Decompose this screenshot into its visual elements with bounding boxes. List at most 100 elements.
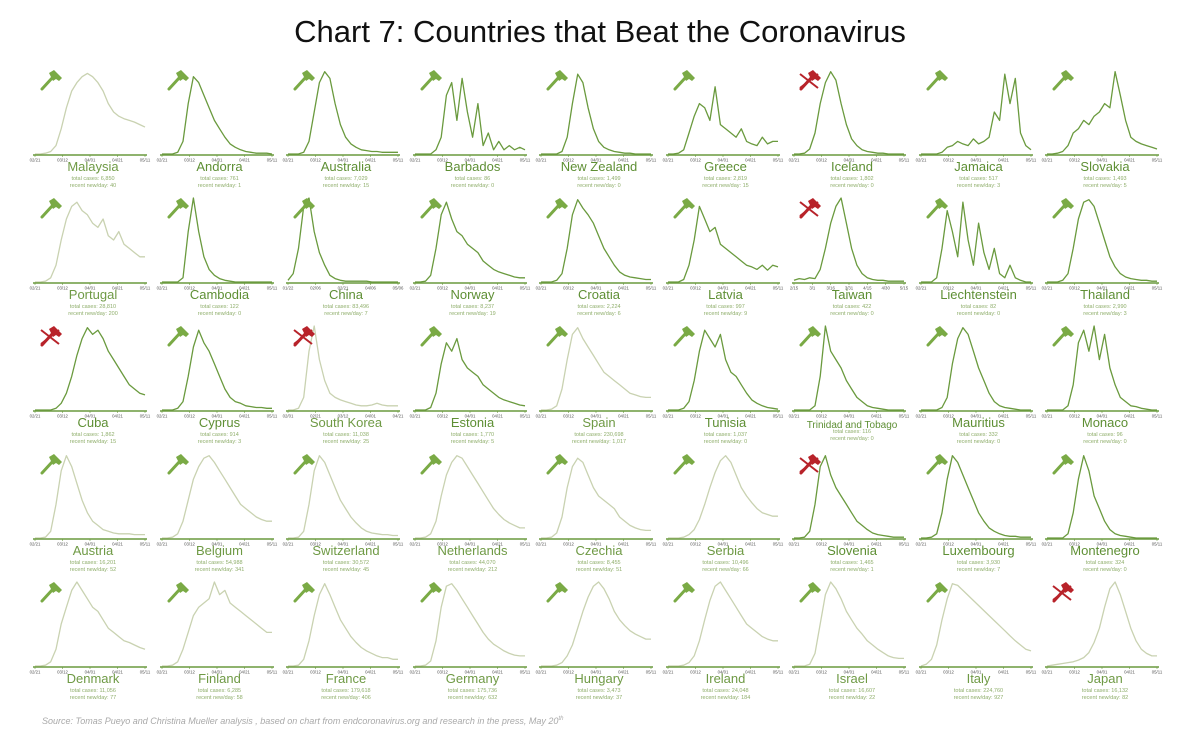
country-panel: 02/21 03/12 04/01 04/21 05/11 Slovenia total c… xyxy=(789,446,915,574)
total-cases-value: 16,132 xyxy=(1109,688,1129,694)
series-line xyxy=(920,455,1031,539)
x-tick-label: 05/11 xyxy=(393,158,404,163)
x-tick-label: 04/01 xyxy=(211,542,222,547)
hammer-icon xyxy=(420,70,442,91)
x-tick-label: 05/11 xyxy=(1152,414,1163,419)
x-tick-label: 02/21 xyxy=(662,286,673,291)
recent-new-per-day-label: recent new/day: xyxy=(575,694,615,701)
hammer-icon xyxy=(293,582,315,603)
total-cases-value: 11,056 xyxy=(97,688,116,694)
recent-new-per-day-stat: recent new/day: 406 xyxy=(283,695,409,702)
x-tick-label: 04/01 xyxy=(970,158,981,163)
x-tick-label: 03/12 xyxy=(943,670,954,675)
recent-new-per-day-value: 15 xyxy=(108,438,117,445)
hammer-icon xyxy=(546,582,568,603)
x-tick-label: 04/01 xyxy=(717,670,728,675)
x-tick-label: 05/11 xyxy=(1152,670,1163,675)
x-tick-label: 04/01 xyxy=(85,286,96,291)
country-name: Cyprus xyxy=(198,415,241,430)
recent-new-per-day-value: 3 xyxy=(1122,310,1127,317)
recent-new-per-day-label: recent new/day: xyxy=(450,182,490,189)
x-tick-label: 04/21 xyxy=(239,414,250,419)
hammer-icon xyxy=(420,582,442,603)
x-tick-label: 03/12 xyxy=(437,158,448,163)
country-panel: 02/21 03/12 04/01 04/21 05/11 Italy total case… xyxy=(915,574,1042,702)
hammer-icon xyxy=(420,326,442,347)
series-line xyxy=(414,583,525,667)
x-tick-label: 02/21 xyxy=(1042,414,1053,419)
country-panel: 02/21 03/12 04/01 04/21 05/11 Malaysia total c… xyxy=(30,62,156,190)
country-panel: 02/21 03/12 04/01 04/21 05/11 Hungary total ca… xyxy=(536,574,662,702)
recent-new-per-day-label: recent new/day: xyxy=(447,566,487,573)
recent-new-per-day-stat: recent new/day: 1 xyxy=(157,183,283,190)
country-panel: 02/21 03/12 04/01 04/21 05/11 Monaco total cas… xyxy=(1042,318,1168,446)
series-line xyxy=(35,581,146,667)
series-line xyxy=(288,71,398,155)
source-text: Source: Tomas Pueyo and Christina Muelle… xyxy=(42,716,559,726)
series-line xyxy=(920,73,1031,155)
country-name: Czechia xyxy=(575,543,623,558)
hammer-icon xyxy=(1052,198,1074,219)
country-name: Spain xyxy=(582,415,616,430)
total-cases-stat: total cases: 230,698 xyxy=(536,432,662,439)
recent-new-per-day-value: 341 xyxy=(233,566,245,573)
recent-new-per-day-label: recent new/day: xyxy=(450,438,490,445)
recent-new-per-day-stat: recent new/day: 82 xyxy=(1042,695,1168,702)
panel-plot: 02/21 03/12 04/01 04/21 05/11 xyxy=(156,581,277,675)
hammer-icon xyxy=(799,582,821,603)
series-line xyxy=(1046,581,1157,667)
series-line xyxy=(794,71,904,155)
series-line xyxy=(541,457,651,539)
x-tick-label: 05/11 xyxy=(1025,670,1036,675)
x-tick-label: 03/12 xyxy=(437,286,448,291)
x-tick-label: 04/21 xyxy=(745,286,756,291)
total-cases-label: total cases: xyxy=(832,304,861,310)
country-name: Croatia xyxy=(578,287,620,302)
recent-new-per-day-value: 51 xyxy=(614,566,623,573)
country-name: Mauritius xyxy=(952,415,1005,430)
x-tick-label: 04/01 xyxy=(464,286,475,291)
country-panel: 02/21 03/12 04/01 04/21 05/11 Luxembourg total… xyxy=(915,446,1042,574)
recent-new-per-day-value: 3 xyxy=(995,182,1001,189)
series-line xyxy=(541,73,651,155)
panel-plot: 02/21 03/12 04/01 04/21 05/11 xyxy=(156,326,277,419)
country-name: France xyxy=(325,671,367,686)
x-tick-label: 04/01 xyxy=(970,542,981,547)
country-panel: 02/21 03/12 04/01 04/21 05/11 Thailand total c… xyxy=(1042,190,1168,318)
x-tick-label: 05/11 xyxy=(1025,414,1036,419)
hammer-icon xyxy=(293,454,315,475)
recent-new-per-day-label: recent new/day: xyxy=(956,182,996,189)
country-panel: 02/21 03/12 04/01 04/21 05/11 Montenegro total… xyxy=(1042,446,1168,574)
panel-plot: 02/21 03/12 04/01 04/21 05/11 xyxy=(915,198,1036,291)
total-cases-stat: total cases: 517 xyxy=(916,176,1042,183)
recent-new-per-day-stat: recent new/day: 1 xyxy=(789,567,915,574)
recent-new-per-day-value: 0 xyxy=(869,435,874,442)
total-cases-label: total cases: xyxy=(1083,304,1112,310)
x-tick-label: 05/11 xyxy=(772,670,783,675)
recent-new-per-day-stat: recent new/day: 9 xyxy=(663,311,789,318)
recent-new-per-day-stat: recent new/day: 0 xyxy=(410,183,536,190)
x-tick-label: 02/21 xyxy=(156,158,167,163)
x-tick-label: 02/21 xyxy=(30,158,41,163)
x-tick-label: 04/01 xyxy=(591,286,602,291)
x-tick-label: 04/21 xyxy=(239,670,250,675)
total-cases-stat: total cases: 332 xyxy=(916,432,1042,439)
panel-plot: 02/21 03/12 04/01 04/21 05/11 xyxy=(30,581,151,675)
x-tick-label: 03/12 xyxy=(563,414,574,419)
x-tick-label: 04/21 xyxy=(618,542,629,547)
x-tick-label: 03/12 xyxy=(563,670,574,675)
x-tick-label: 03/12 xyxy=(690,158,701,163)
x-tick-label: 05/11 xyxy=(646,542,657,547)
total-cases-label: total cases: xyxy=(577,304,606,310)
country-name: Thailand xyxy=(1080,287,1130,302)
x-tick-label: 05/11 xyxy=(772,158,783,163)
x-tick-label: 04/01 xyxy=(464,542,475,547)
recent-new-per-day-stat: recent new/day: 0 xyxy=(157,311,283,318)
country-name: Finland xyxy=(198,671,241,686)
total-cases-label: total cases: xyxy=(830,176,859,182)
x-tick-label: 02/06 xyxy=(310,286,321,291)
series-line xyxy=(1047,71,1158,155)
x-tick-label: 02/21 xyxy=(409,542,420,547)
x-tick-label: 4/15 xyxy=(863,286,872,291)
recent-new-per-day-label: recent new/day: xyxy=(700,694,740,701)
